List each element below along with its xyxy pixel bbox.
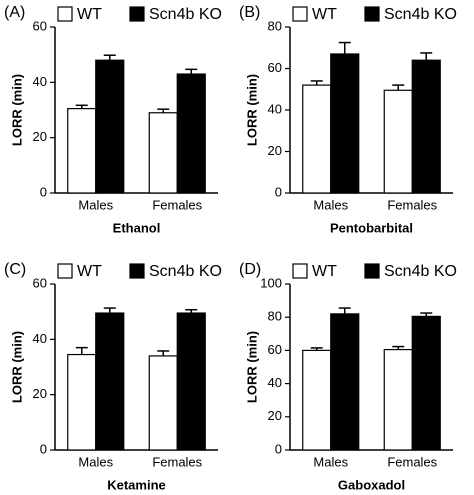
bar <box>67 108 97 194</box>
legend-swatch <box>57 263 73 279</box>
bar <box>67 353 97 451</box>
bar <box>302 84 332 194</box>
legend-swatch <box>364 263 380 279</box>
y-tick-label: 60 <box>33 18 47 33</box>
legend-label: Scn4b KO <box>384 263 457 280</box>
y-axis-title: LORR (min) <box>244 74 259 146</box>
panel-label: (D) <box>239 261 261 278</box>
bar <box>176 312 206 451</box>
bar <box>383 348 413 451</box>
bar <box>330 313 360 451</box>
panel-label: (A) <box>4 4 25 21</box>
panel-label: (C) <box>4 261 26 278</box>
legend-swatch <box>364 6 380 22</box>
y-tick-label: 0 <box>275 184 282 199</box>
bar <box>330 53 360 194</box>
y-tick-label: 0 <box>275 441 282 456</box>
y-tick-label: 20 <box>268 408 282 423</box>
x-tick-label: Females <box>387 197 437 212</box>
x-axis-title: Gaboxadol <box>338 477 405 492</box>
legend-swatch <box>292 6 308 22</box>
legend-swatch <box>129 263 145 279</box>
legend-label: Scn4b KO <box>149 263 222 280</box>
y-tick-label: 80 <box>268 309 282 324</box>
legend-label: WT <box>312 6 337 23</box>
bar <box>302 349 332 451</box>
y-tick-label: 20 <box>268 143 282 158</box>
y-tick-label: 0 <box>40 184 47 199</box>
legend-label: WT <box>312 263 337 280</box>
panel-label: (B) <box>239 4 260 21</box>
y-tick-label: 60 <box>268 342 282 357</box>
y-tick-label: 0 <box>40 441 47 456</box>
x-tick-label: Males <box>313 197 348 212</box>
y-tick-label: 40 <box>33 74 47 89</box>
x-axis-title: Ketamine <box>107 477 166 492</box>
x-tick-label: Males <box>78 454 113 469</box>
x-axis-title: Ethanol <box>113 220 161 235</box>
x-tick-label: Females <box>152 197 202 212</box>
bar <box>411 59 441 194</box>
bar <box>176 73 206 194</box>
bar <box>383 89 413 194</box>
y-tick-label: 80 <box>268 18 282 33</box>
legend-label: WT <box>77 263 102 280</box>
y-axis-title: LORR (min) <box>9 74 24 146</box>
y-tick-label: 20 <box>33 386 47 401</box>
y-tick-label: 60 <box>268 60 282 75</box>
x-tick-label: Males <box>313 454 348 469</box>
bar <box>95 59 125 194</box>
x-tick-label: Males <box>78 197 113 212</box>
y-tick-label: 40 <box>268 101 282 116</box>
legend-swatch <box>57 6 73 22</box>
legend-label: WT <box>77 6 102 23</box>
y-tick-label: 100 <box>260 275 282 290</box>
y-axis-title: LORR (min) <box>9 331 24 403</box>
y-tick-label: 40 <box>33 331 47 346</box>
bar <box>411 315 441 451</box>
y-tick-label: 60 <box>33 275 47 290</box>
legend-label: Scn4b KO <box>149 6 222 23</box>
legend-swatch <box>292 263 308 279</box>
legend-swatch <box>129 6 145 22</box>
y-tick-label: 40 <box>268 375 282 390</box>
bar <box>148 112 178 194</box>
bar <box>148 355 178 451</box>
x-tick-label: Females <box>152 454 202 469</box>
x-axis-title: Pentobarbital <box>330 220 413 235</box>
y-tick-label: 20 <box>33 129 47 144</box>
y-axis-title: LORR (min) <box>244 331 259 403</box>
bar <box>95 312 125 451</box>
legend-label: Scn4b KO <box>384 6 457 23</box>
x-tick-label: Females <box>387 454 437 469</box>
